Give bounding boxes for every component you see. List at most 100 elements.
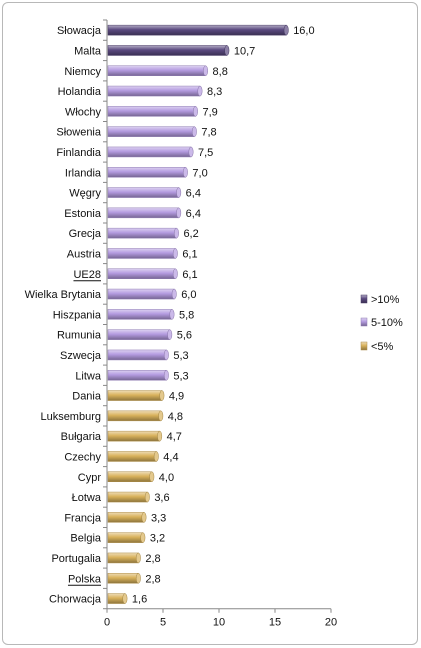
bar [107, 126, 195, 137]
bar-end-cap [176, 187, 182, 198]
category-label: UE28 [73, 269, 101, 281]
bar-end-cap [172, 248, 178, 259]
data-label: 5,3 [173, 370, 188, 382]
bar [107, 349, 167, 361]
bar-end-cap [167, 329, 173, 340]
bar [107, 573, 139, 584]
bar [107, 288, 175, 300]
bar [107, 410, 162, 422]
data-label: 6,4 [186, 188, 201, 200]
data-label: 4,9 [169, 391, 184, 403]
bar-end-cap [158, 410, 164, 422]
bar-end-cap [149, 471, 155, 482]
category-label: Włochy [65, 106, 102, 118]
bar-end-cap [157, 430, 163, 442]
data-label: 5,6 [177, 330, 192, 342]
bar-end-cap [144, 491, 150, 503]
category-label: Portugalia [51, 553, 101, 565]
category-label: Rumunia [57, 330, 102, 342]
data-label: 4,8 [168, 411, 183, 423]
x-tick-label: 10 [213, 617, 225, 629]
bar-end-cap [140, 532, 146, 543]
bar [107, 167, 186, 178]
bar-end-cap [172, 268, 178, 279]
data-label: 4,7 [167, 431, 182, 443]
bar [107, 512, 145, 523]
data-label: 5,8 [179, 309, 194, 321]
category-label: Litwa [75, 370, 102, 382]
legend-swatch [360, 294, 368, 304]
data-label: 1,6 [132, 594, 147, 606]
data-label: 5,3 [173, 350, 188, 362]
data-label: 6,1 [182, 269, 197, 281]
legend-swatch [360, 341, 368, 351]
bar-end-cap [141, 512, 147, 523]
bar [107, 146, 192, 158]
bar-end-cap [169, 309, 175, 320]
data-label: 4,4 [163, 451, 178, 463]
category-label: Cypr [78, 472, 102, 484]
bar [107, 187, 179, 198]
bar-end-cap [191, 126, 197, 137]
category-label: Chorwacja [49, 594, 102, 606]
data-label: 10,7 [234, 45, 255, 57]
data-label: 8,3 [207, 86, 222, 98]
bar [107, 65, 206, 76]
bar [107, 106, 196, 117]
bar [107, 329, 170, 340]
x-tick-label: 15 [269, 617, 281, 629]
bar [107, 370, 167, 381]
bar [107, 227, 177, 239]
data-label: 6,4 [186, 208, 201, 220]
bar [107, 24, 287, 36]
bar-end-cap [135, 552, 141, 564]
bar-end-cap [193, 106, 198, 117]
legend-label: <5% [371, 341, 394, 353]
bar [107, 430, 160, 442]
category-label: Francja [64, 512, 102, 524]
data-label: 6,2 [183, 228, 198, 240]
bar-end-cap [203, 65, 209, 76]
category-label: Słowacja [57, 25, 102, 37]
x-tick-label: 0 [104, 617, 110, 629]
category-label: Bułgaria [61, 431, 102, 443]
x-tick-label: 20 [325, 617, 337, 629]
data-label: 8,8 [213, 66, 228, 78]
data-label: 2,8 [145, 573, 160, 585]
bar-end-cap [283, 24, 289, 36]
bar [107, 207, 179, 219]
category-label: Dania [72, 391, 102, 403]
data-label: 16,0 [293, 25, 314, 37]
category-label: Estonia [64, 208, 102, 220]
data-label: 7,5 [198, 147, 213, 159]
category-label: Węgry [69, 188, 101, 200]
bar-end-cap [188, 146, 194, 158]
bar [107, 390, 163, 401]
category-label: Niemcy [64, 66, 101, 78]
bar [107, 85, 201, 97]
data-label: 7,8 [201, 127, 216, 139]
data-label: 7,9 [202, 106, 217, 118]
category-label: Finlandia [56, 147, 102, 159]
bar-end-cap [163, 349, 169, 361]
legend-label: 5-10% [371, 317, 403, 329]
bar [107, 268, 176, 279]
legend-swatch [360, 317, 368, 327]
bar-end-cap [171, 288, 177, 300]
bar [107, 451, 157, 462]
data-label: 7,0 [192, 167, 207, 179]
bar-end-cap [135, 573, 141, 584]
data-label: 3,6 [154, 492, 169, 504]
bar [107, 471, 153, 482]
x-tick-label: 5 [160, 617, 166, 629]
category-label: Irlandia [65, 167, 102, 179]
data-label: 6,1 [182, 248, 197, 260]
bar-end-cap [176, 207, 182, 219]
legend-label: >10% [371, 294, 400, 306]
category-label: Austria [67, 248, 102, 260]
bar-end-cap [182, 167, 188, 178]
bar [107, 491, 148, 503]
bar [107, 593, 126, 604]
data-label: 3,2 [150, 533, 165, 545]
